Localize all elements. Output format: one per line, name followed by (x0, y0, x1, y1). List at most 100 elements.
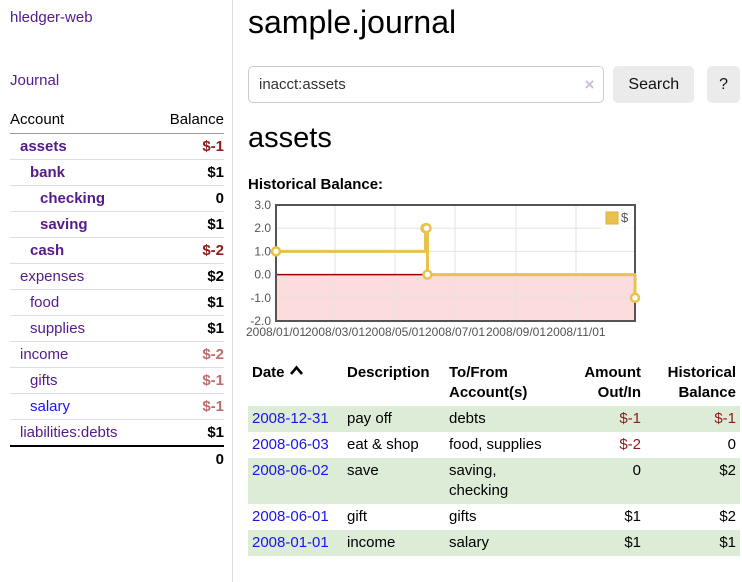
svg-text:-1.0: -1.0 (250, 291, 271, 305)
transaction-description: eat & shop (347, 436, 419, 453)
svg-text:-2.0: -2.0 (250, 314, 271, 328)
svg-text:2008/11/01: 2008/11/01 (546, 325, 605, 339)
account-row: income $-2 (10, 341, 224, 368)
transaction-date-link[interactable]: 2008-01-01 (252, 534, 329, 551)
account-balance: $1 (152, 159, 224, 186)
account-balance: $1 (152, 419, 224, 446)
svg-text:3.0: 3.0 (254, 198, 271, 212)
account-balance: $-2 (152, 341, 224, 368)
svg-text:2.0: 2.0 (254, 221, 271, 235)
register-header-row: Date Description To/From Account(s) Amou… (248, 360, 740, 406)
transaction-balance: $2 (719, 462, 736, 479)
sidebar-item-journal[interactable]: Journal (10, 72, 60, 89)
account-row: expenses $2 (10, 263, 224, 290)
account-link-saving[interactable]: saving (40, 216, 88, 233)
account-balance: $-1 (152, 367, 224, 394)
svg-text:2008/07/01: 2008/07/01 (425, 325, 485, 339)
transaction-description: income (347, 534, 396, 551)
transaction-balance: $1 (719, 534, 736, 551)
account-link-checking[interactable]: checking (40, 190, 106, 207)
transaction-date-link[interactable]: 2008-06-03 (252, 436, 329, 453)
app-brand-link[interactable]: hledger-web (10, 9, 93, 26)
account-balance: $1 (152, 315, 224, 342)
account-balance: $-2 (152, 237, 224, 264)
transaction-amount: 0 (632, 462, 641, 479)
transaction-accounts: food, supplies (449, 436, 542, 453)
account-row: gifts $-1 (10, 367, 224, 394)
transaction-amount: $1 (624, 508, 641, 525)
transaction-row: 2008-12-31 pay off debts $-1 $-1 (248, 406, 740, 432)
account-balance: $2 (152, 263, 224, 290)
account-row: saving $1 (10, 211, 224, 238)
account-balance: 0 (152, 185, 224, 212)
sort-ascending-icon (289, 365, 303, 375)
search-bar: × Search ? (248, 66, 740, 103)
transaction-description: save (347, 462, 379, 479)
transaction-row: 2008-06-03 eat & shop food, supplies $-2… (248, 432, 740, 458)
column-header-description: Description (347, 364, 430, 381)
transaction-accounts: debts (449, 410, 486, 427)
account-balance: $1 (152, 289, 224, 316)
accounts-total-row: 0 (10, 445, 224, 472)
sidebar: hledger-web Journal Account Balance asse… (0, 0, 233, 582)
main-content: sample.journal × Search ? assets Histori… (233, 0, 742, 582)
transaction-accounts: salary (449, 534, 490, 551)
account-link-gifts[interactable]: gifts (30, 372, 58, 389)
transaction-accounts: gifts (449, 508, 477, 525)
clear-search-icon[interactable]: × (584, 74, 595, 94)
column-header-amount: Amount Out/In (584, 364, 641, 401)
date-header-label: Date (252, 364, 285, 381)
svg-text:0.0: 0.0 (254, 268, 271, 282)
transaction-balance: $2 (719, 508, 736, 525)
search-button[interactable]: Search (613, 66, 695, 103)
column-header-date[interactable]: Date (248, 360, 343, 406)
accounts-table: Account Balance assets $-1 bank $1 check… (10, 108, 224, 472)
account-row: assets $-1 (10, 134, 224, 160)
accounts-header-row: Account Balance (10, 108, 224, 134)
account-link-food[interactable]: food (30, 294, 60, 311)
account-row: checking 0 (10, 185, 224, 212)
svg-text:$: $ (621, 210, 629, 225)
transaction-balance: 0 (727, 436, 736, 453)
accounts-total: 0 (152, 445, 224, 472)
transaction-description: gift (347, 508, 368, 525)
account-link-supplies[interactable]: supplies (30, 320, 86, 337)
transaction-date-link[interactable]: 2008-06-02 (252, 462, 329, 479)
svg-text:2008/03/01: 2008/03/01 (305, 325, 365, 339)
transaction-row: 2008-06-02 save saving, checking 0 $2 (248, 458, 740, 504)
account-row: salary $-1 (10, 393, 224, 420)
account-balance: $-1 (202, 138, 224, 155)
account-link-salary[interactable]: salary (30, 398, 71, 415)
account-link-cash[interactable]: cash (30, 242, 65, 259)
transaction-amount: $1 (624, 534, 641, 551)
svg-text:2008/05/01: 2008/05/01 (365, 325, 425, 339)
svg-text:1.0: 1.0 (254, 244, 271, 258)
search-input[interactable] (248, 66, 605, 103)
transaction-date-link[interactable]: 2008-06-01 (252, 508, 329, 525)
chart-section-label: Historical Balance: (248, 176, 384, 193)
transaction-row: 2008-06-01 gift gifts $1 $2 (248, 504, 740, 530)
transaction-balance: $-1 (714, 410, 736, 427)
column-header-accounts: To/From Account(s) (449, 364, 528, 401)
column-header-balance: Historical Balance (667, 364, 736, 401)
historical-balance-chart: $3.0 2.0 1.0 0.0 -1.0 -2.02008/01/012008/03/0… (246, 198, 641, 339)
account-heading: assets (248, 122, 332, 154)
account-link-liabilities-debts[interactable]: liabilities:debts (20, 424, 118, 441)
svg-text:2008/09/01: 2008/09/01 (486, 325, 546, 339)
svg-text:2008/01/01: 2008/01/01 (246, 325, 306, 339)
transaction-date-link[interactable]: 2008-12-31 (252, 410, 329, 427)
account-link-bank[interactable]: bank (30, 164, 66, 181)
transaction-row: 2008-01-01 income salary $1 $1 (248, 530, 740, 556)
account-balance: $-1 (152, 393, 224, 420)
account-row: cash $-2 (10, 237, 224, 264)
register-table: Date Description To/From Account(s) Amou… (248, 360, 740, 556)
account-link-expenses[interactable]: expenses (20, 268, 85, 285)
help-button[interactable]: ? (707, 66, 740, 103)
accounts-header-balance: Balance (152, 108, 224, 134)
transaction-amount: $-1 (619, 410, 641, 427)
accounts-header-account: Account (10, 108, 153, 134)
account-link-income[interactable]: income (20, 346, 69, 363)
account-link-assets[interactable]: assets (20, 138, 67, 155)
account-balance: $1 (152, 211, 224, 238)
account-row: bank $1 (10, 159, 224, 186)
